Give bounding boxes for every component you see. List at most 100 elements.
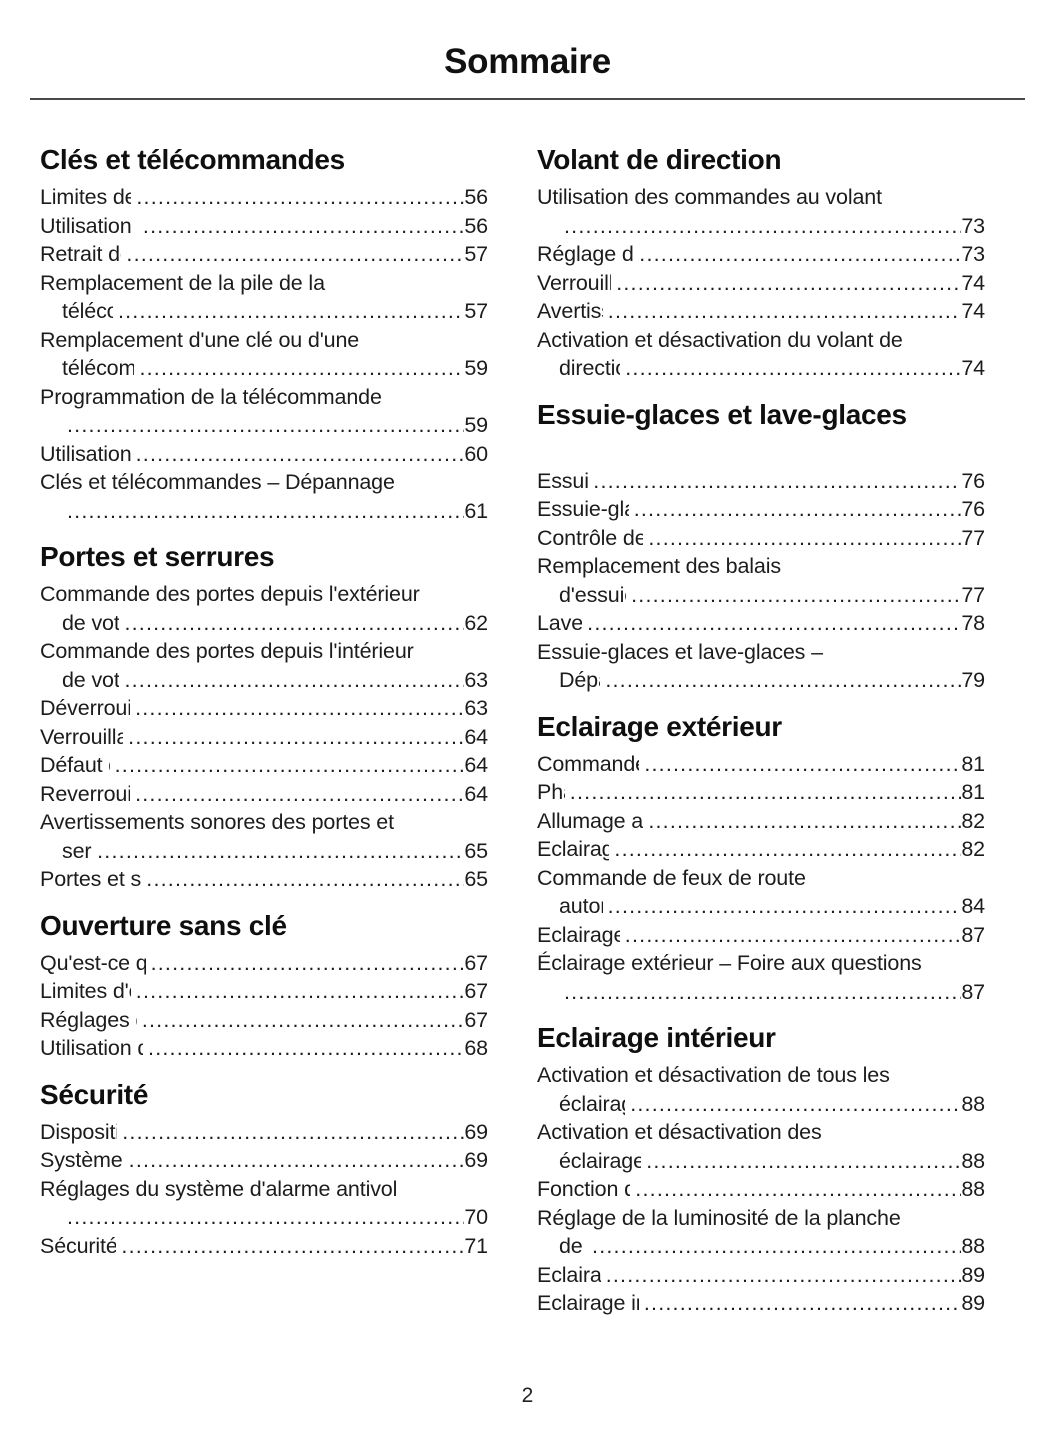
entry-page-number: 70 bbox=[464, 1205, 488, 1229]
toc-entry[interactable]: Eclairages extérieurs 82 bbox=[537, 835, 985, 864]
dot-leader bbox=[136, 183, 464, 212]
toc-entry[interactable]: Eclairage intérieur – Dépannage 89 bbox=[537, 1289, 985, 1318]
toc-entry[interactable]: Phares 81 bbox=[537, 778, 985, 807]
toc-entry[interactable]: Reverrouillage automatique 64 bbox=[40, 780, 488, 809]
entry-page-number: 71 bbox=[464, 1233, 488, 1258]
toc-entry[interactable]: Utilisation de la télécommande 56 bbox=[40, 212, 488, 241]
toc-entry[interactable]: Lave-glaces 78 bbox=[537, 609, 985, 638]
entry-label: serrures bbox=[62, 838, 92, 863]
toc-entry[interactable]: Remplacement d'une clé ou d'une télécomma… bbox=[40, 326, 488, 383]
entry-page-number: 78 bbox=[961, 611, 985, 635]
toc-entry[interactable]: Réglage du volant de direction 73 bbox=[537, 240, 985, 269]
toc-entry[interactable]: Limites d'ouverture sans clé 67 bbox=[40, 977, 488, 1006]
toc-section: Clés et télécommandes Limites de la téléc… bbox=[40, 142, 488, 525]
entry-page-number: 81 bbox=[961, 780, 985, 804]
toc-entry[interactable]: Verrouillage automatique 64 bbox=[40, 723, 488, 752]
toc-entry[interactable]: Réglages du système d'alarme antivol 70 bbox=[40, 1175, 488, 1232]
entry-page-number: 73 bbox=[961, 213, 985, 238]
section-heading: Ouverture sans clé bbox=[40, 909, 287, 941]
toc-entry[interactable]: Commande des portes depuis l'extérieur de… bbox=[40, 580, 488, 637]
entry-page-number: 64 bbox=[464, 781, 488, 806]
entry-page-number: 82 bbox=[961, 837, 985, 861]
toc-entry[interactable]: Contrôle des balais d'essuie-glace 77 bbox=[537, 524, 985, 553]
entry-label: Système d'alarme antivol bbox=[40, 1148, 124, 1172]
toc-entry[interactable]: Fonction d'éclairage intérieur 88 bbox=[537, 1175, 985, 1204]
toc-entry[interactable]: Activation et désactivation de tous les é… bbox=[537, 1061, 985, 1118]
dot-leader bbox=[564, 978, 961, 1007]
entry-page-number: 57 bbox=[464, 299, 488, 323]
toc-entry[interactable]: Essuie-glaces automatiques 76 bbox=[537, 495, 985, 524]
toc-entry[interactable]: Utilisation de l'ouverture sans clé 68 bbox=[40, 1034, 488, 1063]
dot-leader bbox=[124, 609, 464, 638]
section-heading: Eclairage extérieur bbox=[537, 710, 782, 742]
toc-entry[interactable]: Qu'est-ce que l'ouverture sans clé 67 bbox=[40, 949, 488, 978]
entry-label: Retrait de la lame de clé bbox=[40, 242, 121, 266]
entry-label: Utilisation de l'ouverture sans clé bbox=[40, 1036, 143, 1060]
toc-entry[interactable]: Réglage de la luminosité de la planche de… bbox=[537, 1204, 985, 1261]
toc-entry[interactable]: Remplacement des balais d'essuie-glace av… bbox=[537, 552, 985, 609]
toc-entry[interactable]: Utilisation des commandes au volant 73 bbox=[537, 183, 985, 240]
entry-label: Défaut de fermeture bbox=[40, 753, 110, 777]
entry-label: Limites de la télécommande bbox=[40, 185, 132, 209]
toc-entry[interactable]: Retrait de la lame de clé 57 bbox=[40, 240, 488, 269]
toc-entry[interactable]: Verrouillage du volant 74 bbox=[537, 269, 985, 298]
dot-leader bbox=[605, 666, 961, 695]
toc-entry[interactable]: Dispositif antivol passif 69 bbox=[40, 1118, 488, 1147]
toc-entry[interactable]: Commande des portes depuis l'intérieur de… bbox=[40, 637, 488, 694]
toc-entry[interactable]: Remplacement de la pile de la télécommand… bbox=[40, 269, 488, 326]
toc-entry[interactable]: Programmation de la télécommande 59 bbox=[40, 383, 488, 440]
toc-entry[interactable]: Eclairage ambiant 89 bbox=[537, 1261, 985, 1290]
toc-entry[interactable]: Clés et télécommandes – Dépannage 61 bbox=[40, 468, 488, 525]
toc-entry[interactable]: Utilisation du mode voiturier 60 bbox=[40, 440, 488, 469]
entry-page-number: 84 bbox=[961, 894, 985, 918]
toc-entry[interactable]: Avertisseur sonore 74 bbox=[537, 297, 985, 326]
toc-entry[interactable]: Limites de la télécommande 56 bbox=[40, 183, 488, 212]
dot-leader bbox=[614, 835, 961, 864]
section-heading: Portes et serrures bbox=[40, 541, 275, 572]
dot-leader bbox=[635, 1175, 961, 1204]
dot-leader bbox=[143, 212, 464, 241]
toc-entry[interactable]: Commande de feux de route automatique 84 bbox=[537, 864, 985, 921]
toc-entry[interactable]: Sécurité – Dépannage 71 bbox=[40, 1232, 488, 1261]
toc-section: Essuie-glaces et lave-glaces Essuie-glace… bbox=[537, 397, 985, 695]
toc-section: Ouverture sans clé Qu'est-ce que l'ouvert… bbox=[40, 908, 488, 1063]
toc-entry[interactable]: Allumage automatique des phares 82 bbox=[537, 807, 985, 836]
title-divider bbox=[30, 98, 1025, 100]
entry-page-number: 87 bbox=[961, 979, 985, 1004]
entry-page-number: 88 bbox=[961, 1234, 985, 1258]
toc-entry[interactable]: Activation et désactivation des éclairage… bbox=[537, 1118, 985, 1175]
toc-entry[interactable]: Commande d'éclairage extérieur 81 bbox=[537, 750, 985, 779]
entry-page-number: 88 bbox=[961, 1148, 985, 1173]
entry-label-line: Commande des portes depuis l'extérieur bbox=[40, 582, 420, 606]
toc-entry[interactable]: Réglages d'ouverture sans clé 67 bbox=[40, 1006, 488, 1035]
entry-label: direction chauffant bbox=[559, 356, 620, 380]
toc-entry[interactable]: Avertissements sonores des portes et serr… bbox=[40, 808, 488, 865]
entry-label: d'essuie-glace avant bbox=[559, 582, 626, 607]
entry-page-number: 74 bbox=[961, 299, 985, 323]
entry-label: Eclairages extérieurs bbox=[537, 837, 610, 861]
dot-leader bbox=[126, 240, 464, 269]
dot-leader bbox=[135, 694, 464, 723]
toc-entry[interactable]: Portes et serrures – Dépannage 65 bbox=[40, 865, 488, 894]
toc-entry[interactable]: Système d'alarme antivol 69 bbox=[40, 1146, 488, 1175]
entry-page-number: 59 bbox=[464, 356, 488, 380]
toc-entry[interactable]: Éclairage extérieur – Foire aux question… bbox=[537, 949, 985, 1006]
entry-label-line: Utilisation des commandes au volant bbox=[537, 185, 882, 209]
toc-section: Portes et serrures Commande des portes de… bbox=[40, 539, 488, 894]
toc-entry[interactable]: Déverrouillage automatique 63 bbox=[40, 694, 488, 723]
toc-entry[interactable]: Eclairage avant adaptatif 87 bbox=[537, 921, 985, 950]
dot-leader bbox=[564, 212, 961, 241]
toc-entry[interactable]: Essuie-glaces 76 bbox=[537, 467, 985, 496]
toc-entry[interactable]: Activation et désactivation du volant de… bbox=[537, 326, 985, 383]
toc-entry[interactable]: Défaut de fermeture 64 bbox=[40, 751, 488, 780]
entry-label: Verrouillage automatique bbox=[40, 724, 124, 749]
toc-section: Eclairage intérieur Activation et désacti… bbox=[537, 1020, 985, 1318]
dot-leader bbox=[136, 977, 465, 1006]
toc-entry[interactable]: Essuie-glaces et lave-glaces – Dépannage 7… bbox=[537, 638, 985, 695]
section-heading: Volant de direction bbox=[537, 144, 782, 175]
entry-page-number: 81 bbox=[961, 751, 985, 776]
entry-page-number: 63 bbox=[464, 667, 488, 692]
dot-leader bbox=[570, 778, 962, 807]
